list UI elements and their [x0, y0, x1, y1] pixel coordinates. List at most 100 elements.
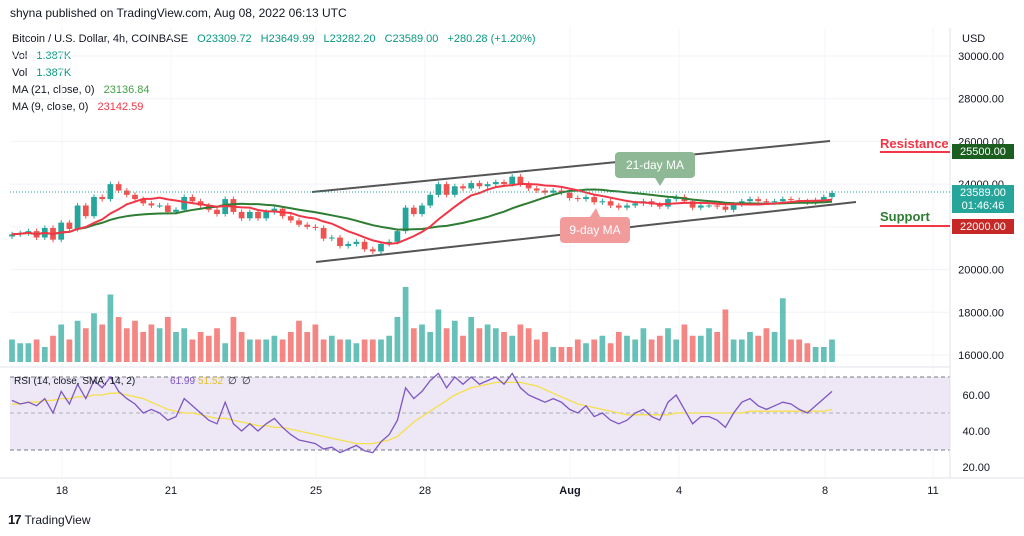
- ma21-label: MA (21, close, 0): [12, 84, 95, 96]
- volume-bar: [74, 320, 81, 362]
- ma21-line: [11, 188, 833, 236]
- volume-bar: [533, 339, 540, 362]
- open-value: O23309.72: [197, 33, 252, 45]
- volume-bar: [812, 347, 819, 362]
- volume-bar: [681, 324, 688, 362]
- candle-body: [492, 182, 499, 185]
- volume-bar: [369, 339, 376, 362]
- volume-bar: [82, 328, 89, 362]
- candle-body: [771, 201, 778, 203]
- candle-body: [58, 222, 65, 240]
- candles: [9, 174, 835, 254]
- volume-bar: [615, 332, 622, 362]
- volume-bar: [214, 328, 220, 362]
- candle-body: [238, 211, 245, 219]
- ma21-callout-text: 21-day MA: [626, 158, 684, 172]
- candle-body: [656, 204, 663, 207]
- candle-body: [542, 190, 548, 193]
- volume-bar: [599, 335, 606, 362]
- time-tick: 4: [676, 485, 682, 497]
- volume-bar: [353, 343, 360, 362]
- volume-bar: [624, 335, 630, 362]
- ma9-line: [11, 182, 833, 245]
- candle-body: [287, 216, 294, 221]
- volume-bar: [238, 332, 245, 362]
- ma21-callout: 21-day MA: [615, 152, 695, 186]
- volume-bar: [394, 317, 401, 362]
- rsi-legend-label: RSI (14, close, SMA, 14, 2): [14, 376, 135, 387]
- channel-upper-line: [311, 140, 831, 193]
- time-axis[interactable]: 18 21 25 28 Aug 4 8 11: [56, 485, 939, 497]
- volume-bar: [591, 339, 598, 362]
- last-price-badge: [952, 185, 1014, 213]
- candle-body: [615, 205, 622, 208]
- candle-body: [689, 201, 696, 208]
- candle-body: [747, 199, 753, 202]
- tradingview-logo: 17: [8, 512, 22, 527]
- ma9-value: 23142.59: [97, 101, 144, 113]
- candle-body: [763, 201, 770, 203]
- candle-body: [820, 196, 827, 201]
- candle-body: [501, 182, 507, 185]
- volume-bar: [550, 347, 557, 362]
- rsi-empty-2: ∅: [242, 376, 251, 387]
- volume-bar: [320, 339, 327, 362]
- volume-bar: [328, 335, 335, 362]
- candle-body: [271, 208, 278, 212]
- volume-bar: [722, 309, 729, 362]
- volume-bar: [492, 328, 499, 362]
- candle-body: [591, 196, 598, 203]
- candle-body: [410, 207, 417, 215]
- countdown: 01:46:46: [962, 200, 1005, 212]
- volume-bar: [17, 343, 24, 362]
- candle-body: [730, 204, 737, 210]
- candle-body: [312, 226, 319, 228]
- candle-body: [246, 211, 253, 219]
- volume-bar: [279, 339, 286, 362]
- volume-bar: [763, 328, 770, 362]
- volume-bar: [66, 339, 73, 362]
- candle-body: [107, 184, 114, 200]
- volume-bar: [271, 335, 278, 362]
- volume-bar: [747, 332, 753, 362]
- volume-bar: [9, 339, 15, 362]
- volume-bar: [222, 343, 229, 362]
- volume-bar: [312, 324, 319, 362]
- volume-bar: [140, 332, 147, 362]
- candle-body: [156, 205, 163, 207]
- rsi-tick: 40.00: [962, 426, 990, 438]
- volume-bar: [255, 339, 261, 362]
- price-tick: 16000.00: [958, 350, 1004, 362]
- candle-body: [337, 237, 343, 247]
- candle-body: [460, 186, 466, 189]
- rsi-axis[interactable]: 60.00 40.00 20.00: [962, 390, 990, 474]
- volume-bar: [410, 328, 417, 362]
- support-label: Support: [880, 209, 930, 224]
- volume-bar: [91, 313, 97, 362]
- vol2-legend: Vol 1.387K: [12, 66, 71, 80]
- volume-bar: [804, 343, 811, 362]
- candle-body: [353, 241, 360, 244]
- volume-bar: [41, 347, 48, 362]
- volume-bar: [706, 328, 712, 362]
- rsi-tick: 20.00: [962, 462, 990, 474]
- candle-body: [328, 237, 335, 239]
- volume-bar: [123, 328, 130, 362]
- volume-bar: [558, 347, 565, 362]
- volume-bar: [246, 339, 253, 362]
- volume-bar: [58, 324, 65, 362]
- volume-bar: [648, 339, 655, 362]
- volume-bar: [517, 324, 524, 362]
- volume-bar: [820, 347, 827, 362]
- currency-label: USD: [962, 33, 985, 45]
- candle-body: [164, 205, 171, 212]
- time-tick: Aug: [559, 485, 580, 497]
- candle-body: [468, 183, 475, 189]
- volume-bar: [33, 339, 40, 362]
- volume-bar: [566, 347, 573, 362]
- ma9-callout: 9-day MA: [560, 208, 630, 243]
- volume-bar: [386, 335, 393, 362]
- candle-body: [320, 227, 327, 239]
